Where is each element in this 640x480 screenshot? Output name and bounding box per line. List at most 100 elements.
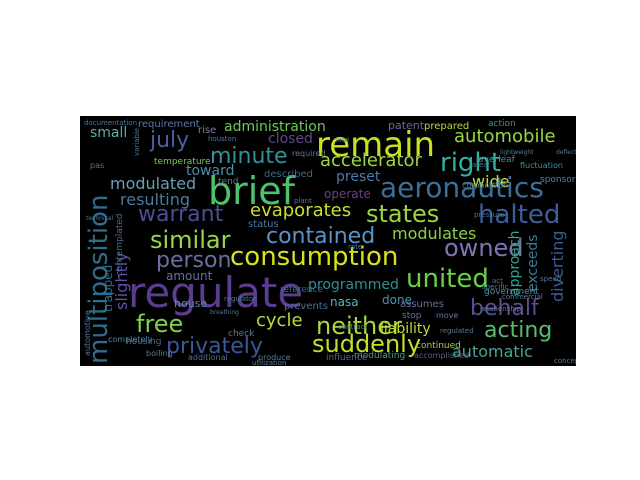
cloud-word-regulator: regulator <box>224 295 257 303</box>
cloud-word-resulting: resulting <box>120 190 191 209</box>
cloud-word-reference: reference <box>280 285 323 295</box>
cloud-word-automobile: automobile <box>454 126 556 147</box>
cloud-word-rate: rate <box>348 243 363 251</box>
cloud-word-requirement: requirement <box>138 119 200 130</box>
cloud-word-houston: houston <box>208 135 237 143</box>
cloud-word-accomplished: accomplished <box>414 351 470 360</box>
cloud-word-warrant: warrant <box>138 202 224 227</box>
cloud-word-states: states <box>366 200 440 228</box>
cloud-word-specific: specific <box>482 283 509 291</box>
cloud-word-regulate: regulate <box>128 268 304 317</box>
cloud-word-temperature: temperature <box>154 157 211 167</box>
cloud-word-operate: operate <box>324 187 371 201</box>
cloud-word-brief: brief <box>208 169 296 213</box>
cloud-word-minute: minute <box>210 144 288 169</box>
cloud-word-halted: halted <box>478 200 561 230</box>
cloud-word-continued: continued <box>416 341 461 351</box>
cloud-word-additional: additional <box>188 353 228 362</box>
cloud-word-plant: plant <box>294 197 312 205</box>
cloud-word-utilization: utilization <box>252 359 287 367</box>
cloud-word-privately: privately <box>166 334 263 359</box>
cloud-word-amount: amount <box>166 269 213 283</box>
cloud-word-prevents: prevents <box>284 301 328 312</box>
cloud-word-rise: rise <box>198 125 217 136</box>
cloud-word-automotive: automotive <box>83 310 92 356</box>
cloud-word-act: act <box>492 277 503 285</box>
cloud-word-toward: toward <box>186 163 235 179</box>
cloud-word-nasa: nasa <box>330 295 359 309</box>
cloud-word-produce: produce <box>258 353 291 362</box>
cloud-word-action: action <box>488 119 516 129</box>
cloud-word-wide: wide <box>472 172 510 191</box>
cloud-word-move: move <box>436 311 459 320</box>
cloud-word-concept: concept <box>554 357 576 365</box>
cloud-word-contract: contract <box>338 323 368 331</box>
cloud-word-automatic: automatic <box>452 342 533 361</box>
cloud-word-stop: stop <box>402 311 422 321</box>
cloud-word-modulates: modulates <box>392 224 477 243</box>
cloud-word-right: right <box>440 148 502 178</box>
cloud-word-corporation: corporation <box>462 181 509 190</box>
cloud-word-aeronautics: aeronautics <box>380 171 544 204</box>
cloud-word-patent: patent <box>388 119 425 132</box>
cloud-word-relationship: relationship <box>480 305 522 313</box>
cloud-word-liability: liability <box>380 321 431 337</box>
cloud-word-tend: tend <box>218 177 239 187</box>
cloud-word-breathing: breathing <box>210 309 239 316</box>
cloud-word-contemplated: contemplated <box>115 213 125 277</box>
cloud-word-housing: housing <box>126 337 162 347</box>
cloud-word-free: free <box>136 310 184 338</box>
cloud-word-preset: preset <box>336 169 381 185</box>
cloud-word-pas: pas <box>90 161 105 170</box>
cloud-word-remain: remain <box>316 125 436 165</box>
cloud-word-evaporates: evaporates <box>250 200 352 221</box>
cloud-word-pressure: pressure <box>474 211 505 219</box>
cloud-word-lightweight: lightweight <box>500 149 534 156</box>
cloud-word-prepared: prepared <box>424 121 470 132</box>
cloud-word-neither: neither <box>316 312 402 340</box>
cloud-word-completely: completely <box>108 335 153 344</box>
cloud-word-described: described <box>264 169 313 180</box>
cloud-word-contained: contained <box>266 224 376 249</box>
cloud-word-area: area <box>472 161 488 169</box>
cloud-word-diverting: diverting <box>548 230 567 302</box>
cloud-word-done: done <box>382 293 412 307</box>
cloud-word-technical: technical <box>86 215 114 222</box>
cloud-word-assumes: assumes <box>400 299 444 310</box>
cloud-word-owned: owned <box>444 234 524 262</box>
cloud-word-closed: closed <box>268 131 313 147</box>
cloud-word-documentation: documentation <box>84 119 138 127</box>
cloud-word-load: load <box>336 137 349 144</box>
cloud-word-suddenly: suddenly <box>312 330 422 358</box>
cloud-word-status: status <box>248 219 279 230</box>
cloud-word-acting: acting <box>484 318 553 343</box>
word-cloud: regulate brief remain consumption aeronautic… <box>80 116 576 366</box>
cloud-word-house: house <box>174 297 208 310</box>
cloud-word-accelerator: accelerator <box>320 150 422 171</box>
cloud-word-speed: speed <box>540 275 562 283</box>
cloud-word-variable: variable <box>133 127 141 156</box>
cloud-word-small: small <box>90 125 128 141</box>
cloud-word-july: july <box>150 128 190 153</box>
cloud-word-fluctuation: fluctuation <box>520 161 563 170</box>
cloud-word-administration: administration <box>224 119 326 135</box>
cloud-word-sponsorship: sponsorship <box>540 175 576 185</box>
cloud-word-similar: similar <box>150 226 231 254</box>
cloud-word-commercial: commercial <box>502 293 543 301</box>
cloud-word-behalf: behalf <box>470 296 539 321</box>
cloud-word-check: check <box>228 329 255 339</box>
cloud-word-influence: influence <box>326 353 368 363</box>
cloud-word-required: required <box>292 149 326 158</box>
cloud-word-overleaf: overleaf <box>478 155 515 165</box>
cloud-word-modulating: modulating <box>354 351 406 361</box>
cloud-word-cycle: cycle <box>256 310 303 331</box>
cloud-word-regulated: regulated <box>440 327 474 335</box>
cloud-word-modulated: modulated <box>110 174 197 193</box>
cloud-word-trapped: trapped <box>101 264 115 312</box>
cloud-word-exceeds: exceeds <box>525 234 541 292</box>
cloud-word-government: government <box>484 287 539 297</box>
cloud-word-deflection: deflection <box>556 149 576 156</box>
cloud-word-united: united <box>406 264 489 294</box>
cloud-word-boiling: boiling <box>146 349 173 358</box>
